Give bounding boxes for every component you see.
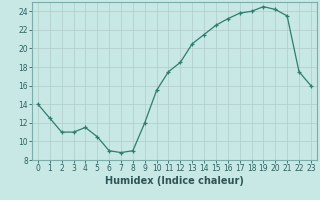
X-axis label: Humidex (Indice chaleur): Humidex (Indice chaleur) xyxy=(105,176,244,186)
